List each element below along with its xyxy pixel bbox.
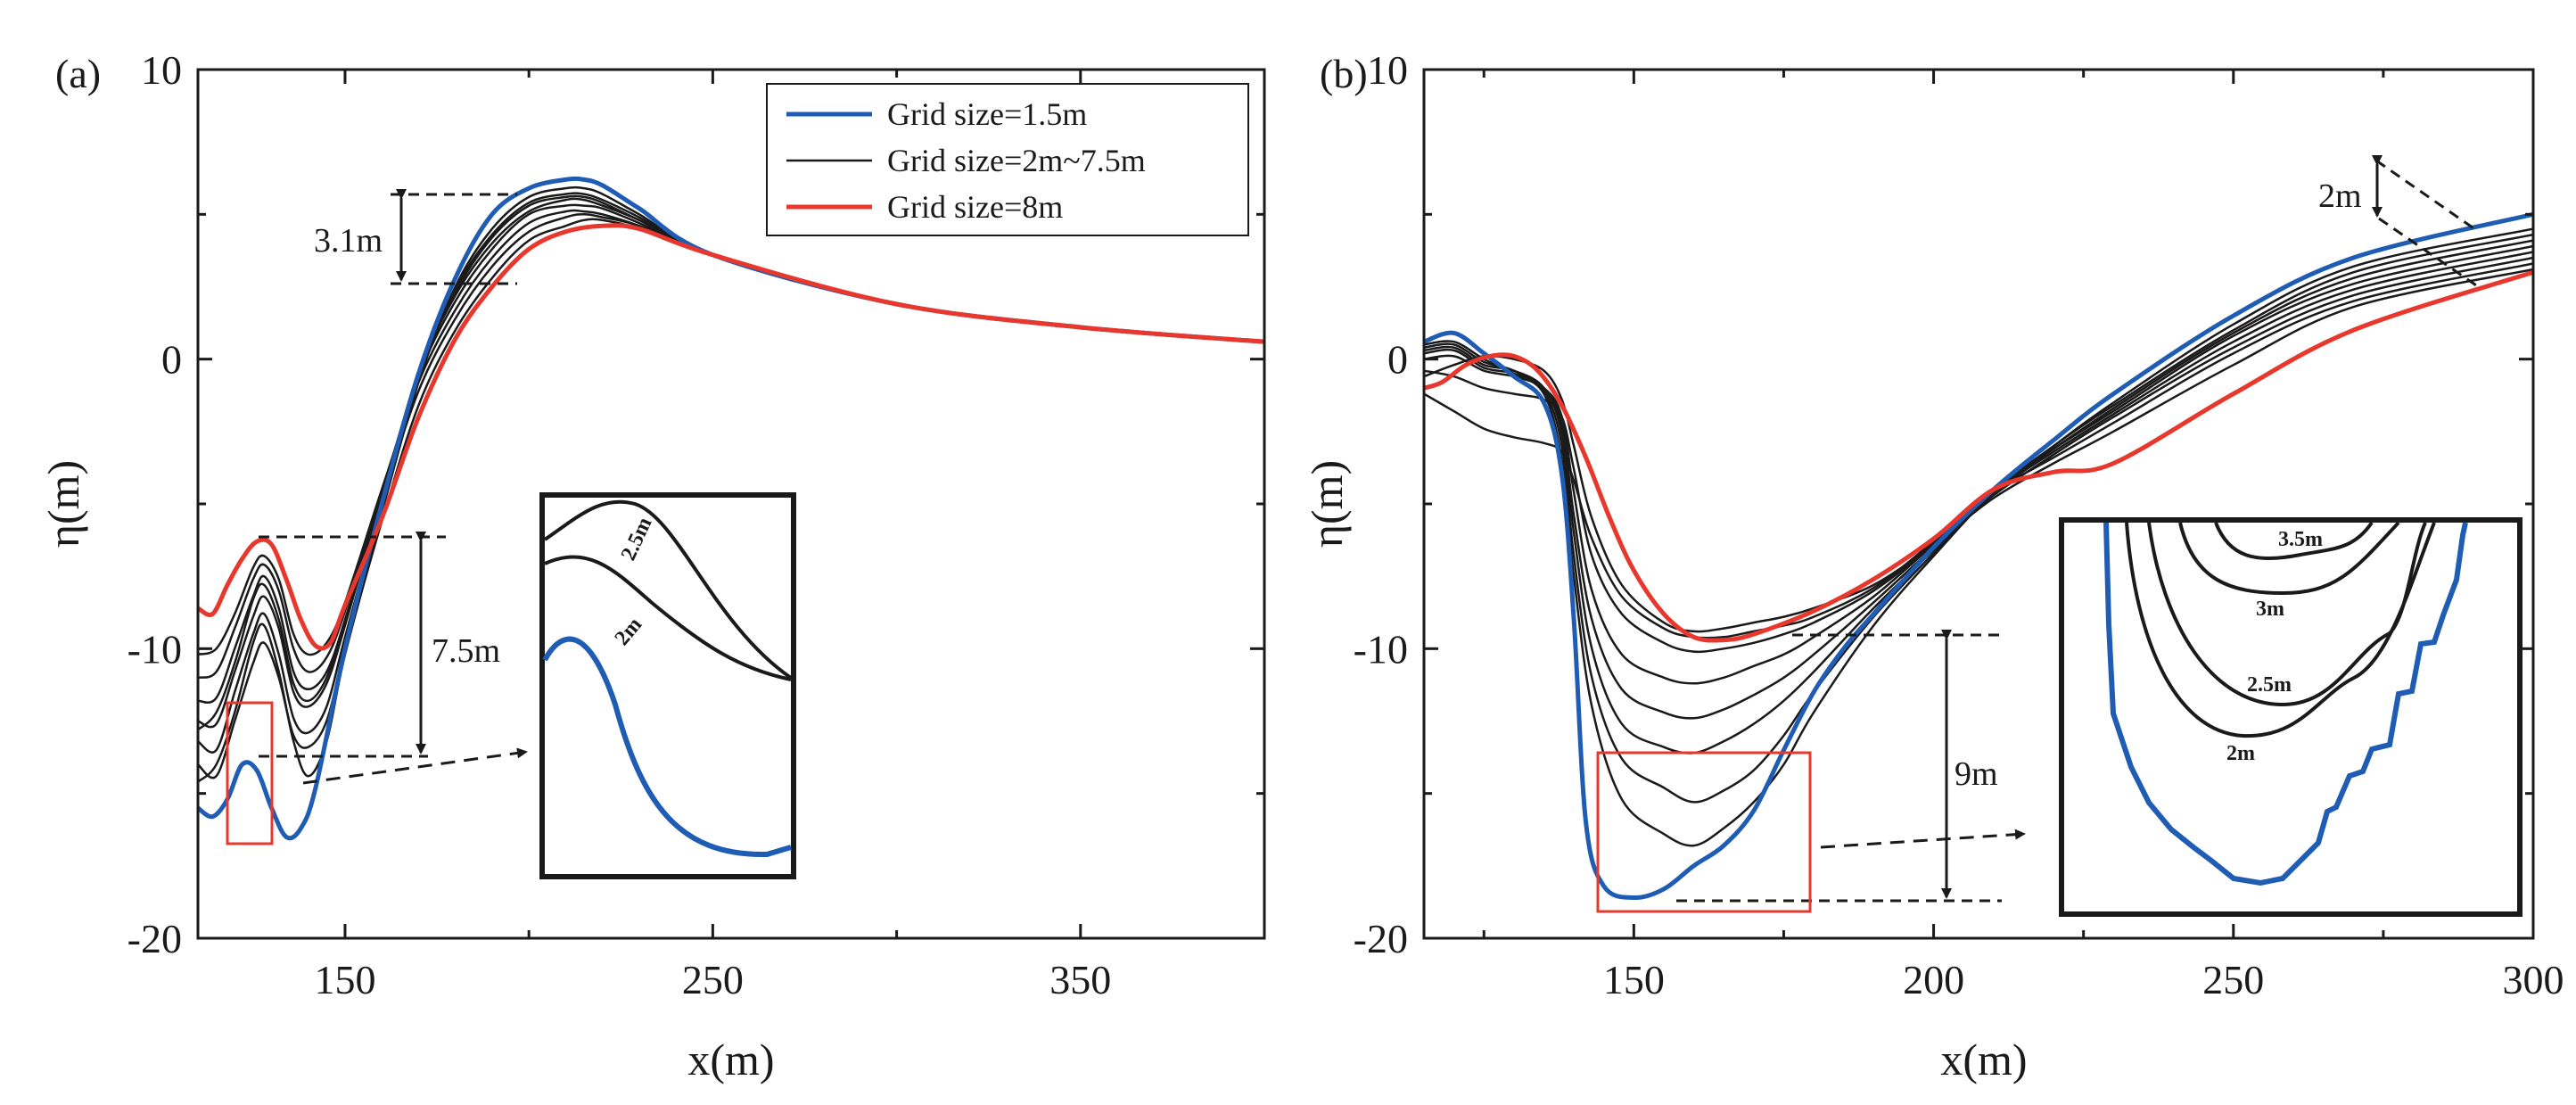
series-line-b-grid-size-2m (1424, 227, 2533, 847)
panel-b: (b) 150 200 250 300 10 0 -10 -20 x(m) η(m) 2m 9… (1302, 47, 2564, 1084)
x-tick-label-a-250: 250 (682, 957, 744, 1002)
x-tick-label-b-200: 200 (1903, 957, 1964, 1002)
panel-a-ticks: 150 250 350 10 0 -10 -20 (128, 47, 1266, 1002)
panel-a-inset-curve-2.5m (543, 499, 793, 680)
x-tick-label-b-250: 250 (2202, 957, 2264, 1002)
legend-label-1.5m: Grid size=1.5m (887, 96, 1087, 132)
y-tick-label-b-0: 0 (1387, 337, 1408, 383)
panel-b-inset-curve-1.5m (2103, 522, 2468, 886)
series-line-a-grid-size-8m (198, 223, 1264, 651)
panel-b-xlabel: x(m) (1940, 1035, 2027, 1084)
panel-a-ylabel: η(m) (38, 460, 88, 548)
series-line-b-grid-size-7.5m (1424, 268, 2533, 633)
panel-a-inset-curve-2m (544, 555, 792, 681)
x-tick-label-a-150: 150 (314, 957, 375, 1002)
series-line-b-grid-size-1.5m (1424, 211, 2533, 901)
y-tick-label-b-10: 10 (1367, 47, 1408, 93)
panel-a-tag: (a) (55, 51, 101, 96)
panel-b-inset-label-3.5m: 3.5m (2278, 528, 2323, 551)
panel-b-range-bottom-label: 9m (1955, 755, 1998, 793)
panel-b-inset-label-3m: 3m (2256, 598, 2284, 621)
y-tick-label-a--10: -10 (128, 626, 182, 672)
panel-b-inset-label-2.5m: 2.5m (2247, 673, 2292, 697)
panel-b-tag: (b) (1320, 51, 1368, 96)
panel-b-inset: 3.5m 3m 2.5m 2m (2059, 517, 2523, 917)
panel-b-series (1424, 211, 2533, 901)
panel-a-zoom-box (226, 701, 274, 845)
series-line-b-grid-size-4m (1424, 251, 2533, 685)
panel-b-ticks: 150 200 250 300 10 0 -10 -20 (1354, 47, 2564, 1002)
panel-b-range-top (2372, 155, 2480, 289)
panel-b-range-bottom (1676, 630, 2002, 903)
panel-a-legend: Grid size=1.5m Grid size=2m~7.5m Grid si… (766, 83, 1249, 236)
panel-b-inset-curve-3.5m (2214, 521, 2374, 561)
panel-a-range-top (391, 189, 517, 285)
panel-a-inset: 2.5m 2m (539, 492, 796, 879)
panel-b-zoom-arrow (1820, 829, 2026, 849)
panel-b-inset-curve-3m (2178, 521, 2400, 596)
panel-a-range-bottom-label: 7.5m (432, 632, 500, 670)
panel-b-zoom-box (1596, 751, 1812, 913)
panel-a-inset-curve-1.5m (542, 636, 792, 858)
series-line-b-grid-size-8m (1424, 269, 2533, 643)
x-tick-label-a-350: 350 (1049, 957, 1111, 1002)
series-line-b-grid-size-2.5m (1424, 233, 2533, 804)
series-line-b-grid-size-6m (1424, 262, 2533, 639)
legend-label-2m-7.5m: Grid size=2m~7.5m (887, 143, 1146, 178)
panel-b-inset-label-2m: 2m (2226, 742, 2255, 765)
x-tick-label-b-300: 300 (2503, 957, 2564, 1002)
panel-b-range-top-label: 2m (2318, 177, 2362, 215)
legend-label-8m: Grid size=8m (887, 189, 1063, 225)
y-tick-label-b--20: -20 (1354, 916, 1408, 961)
panel-a-range-top-label: 3.1m (314, 222, 383, 260)
panel-a-zoom-arrow (302, 747, 528, 785)
y-tick-label-a-0: 0 (161, 337, 182, 383)
panel-b-ylabel: η(m) (1302, 460, 1352, 548)
panel-a-series (198, 176, 1264, 841)
panel-a-range-bottom (259, 532, 446, 758)
panel-a: (a) 150 250 350 10 0 -10 -20 x(m) η(m) 3.1m 7.… (38, 47, 1266, 1084)
x-tick-label-b-150: 150 (1603, 957, 1665, 1002)
panel-b-inset-curve-2m (2125, 522, 2436, 738)
y-tick-label-a-10: 10 (141, 47, 182, 93)
panel-a-xlabel: x(m) (687, 1035, 774, 1084)
y-tick-label-b--10: -10 (1354, 626, 1408, 672)
y-tick-label-a--20: -20 (128, 916, 182, 961)
